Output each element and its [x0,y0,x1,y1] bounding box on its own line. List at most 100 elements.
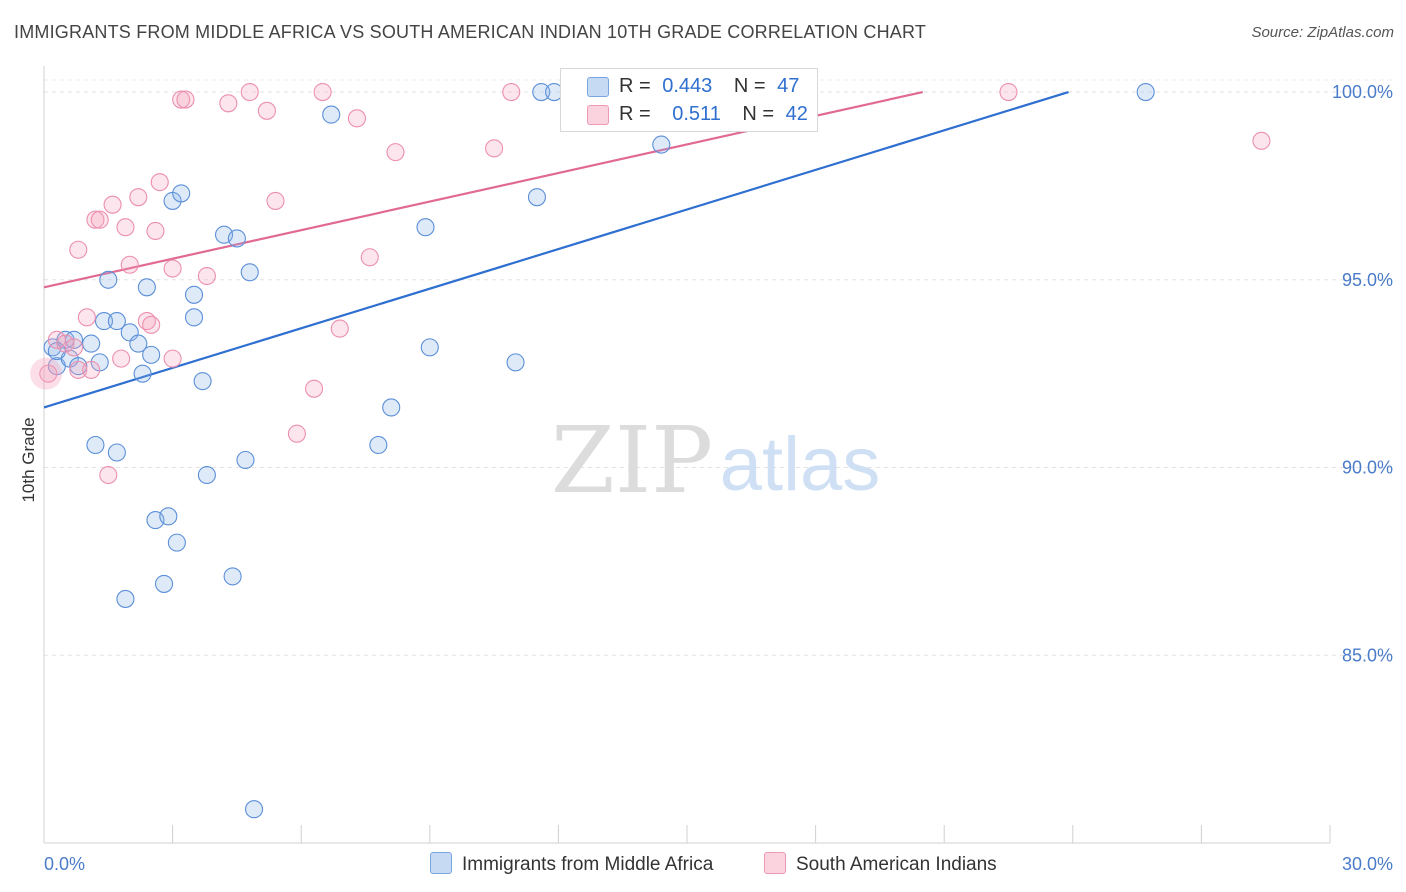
point-south-american-indians [39,364,58,383]
point-south-american-indians [142,315,161,334]
point-south-american-indians [197,266,216,286]
point-south-american-indians [360,248,379,267]
point-south-american-indians [219,94,238,113]
legend-r-value-blue: 0.443 [662,75,713,97]
point-middle-africa [420,338,439,357]
point-south-american-indians [120,255,139,274]
trend-lines [43,90,1069,409]
legend-r-label: R = [619,75,651,97]
point-south-american-indians [112,349,131,368]
point-cluster [30,357,63,390]
point-middle-africa [82,334,101,353]
y-tick-labels: 85.0% 90.0% 95.0% 100.0% [1332,82,1393,665]
legend-swatch-pink [764,852,786,874]
legend-r-label: R = [619,103,651,125]
point-south-american-indians [99,465,118,485]
point-middle-africa [154,574,174,593]
legend-swatch-blue [430,852,452,874]
x-tick-label-min: 0.0% [44,854,85,874]
grid-lines [44,79,1395,656]
point-south-american-indians [150,173,169,192]
point-middle-africa [94,312,114,331]
point-middle-africa [227,229,246,248]
point-middle-africa [532,82,551,102]
point-middle-africa [527,188,547,207]
y-tick-label: 85.0% [1342,645,1393,665]
point-middle-africa [184,285,204,304]
point-south-american-indians [305,379,324,398]
point-middle-africa [137,278,156,297]
point-middle-africa [652,135,671,154]
point-south-american-indians [82,360,101,379]
point-middle-africa [107,443,126,462]
y-tick-label: 100.0% [1332,82,1393,102]
point-south-american-indians [116,218,135,237]
point-south-american-indians [69,240,88,259]
point-middle-africa [193,372,212,391]
trend-line-middle-africa [43,90,1069,409]
point-south-american-indians [999,82,1018,102]
point-middle-africa [184,308,204,327]
point-middle-africa [416,218,435,237]
point-middle-africa [382,398,401,417]
point-middle-africa [369,435,388,455]
point-middle-africa [86,435,105,455]
axes [43,66,1331,844]
point-middle-africa [322,105,341,124]
legend-item-south-american-indians: South American Indians [764,852,997,876]
legend-n-label: N = [742,103,775,125]
point-middle-africa [142,345,161,364]
point-middle-africa [236,450,255,470]
point-south-american-indians [485,139,504,158]
point-middle-africa [240,263,259,282]
point-south-american-indians [287,424,306,443]
point-south-american-indians [103,195,122,214]
point-south-american-indians [146,221,165,241]
legend-item-middle-africa: Immigrants from Middle Africa [430,852,713,876]
source-label: Source: ZipAtlas.com [1251,24,1394,41]
point-south-american-indians [64,338,84,357]
legend-swatch-pink [587,105,609,125]
watermark-zip: ZIP [551,407,713,514]
point-south-american-indians [176,90,195,109]
point-south-american-indians [313,82,332,102]
point-middle-africa [107,312,126,331]
point-middle-africa [223,567,242,586]
legend-label-south-american-indians: South American Indians [796,854,997,875]
point-south-american-indians [386,143,405,162]
point-south-american-indians [77,308,96,327]
point-south-american-indians [257,101,276,120]
point-south-american-indians [90,210,109,229]
point-south-american-indians [502,82,521,102]
legend-n-label: N = [733,75,766,97]
legend-n-value-blue: 47 [777,75,800,97]
point-middle-africa [159,507,178,526]
x-tick-label-max: 30.0% [1342,854,1393,874]
point-south-american-indians [172,90,191,109]
point-south-american-indians [347,109,366,128]
watermark: ZIP atlas [551,407,880,514]
point-south-american-indians [1252,131,1271,150]
point-south-american-indians [69,360,88,379]
point-middle-africa [167,533,186,552]
point-south-american-indians [129,188,148,207]
watermark-atlas: atlas [720,422,881,507]
point-south-american-indians [163,349,182,368]
point-south-american-indians [56,334,75,353]
point-south-american-indians [47,330,66,349]
point-middle-africa [1136,82,1155,102]
point-middle-africa [99,270,118,289]
point-middle-africa [133,364,152,383]
point-middle-africa [116,589,135,608]
chart-title: IMMIGRANTS FROM MIDDLE AFRICA VS SOUTH A… [14,22,927,42]
point-south-american-indians [163,259,182,278]
point-middle-africa [172,184,191,203]
point-south-american-indians [240,82,259,102]
point-middle-africa [129,334,148,353]
point-middle-africa [197,465,216,485]
legend-swatch-blue [587,77,609,97]
point-middle-africa [506,353,525,372]
point-south-american-indians [86,210,105,229]
legend-r-value-pink: 0.511 [672,103,721,125]
